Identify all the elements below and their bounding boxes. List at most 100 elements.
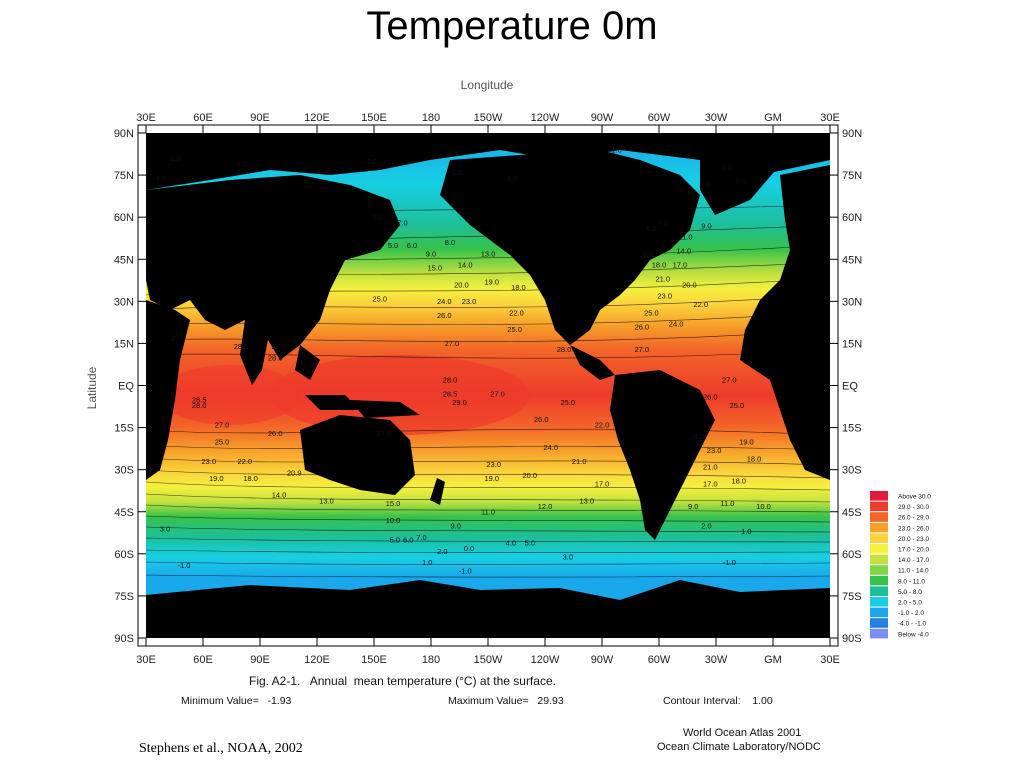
lat-tick-label-right: EQ (842, 381, 858, 393)
lat-tick-label-right: 90N (842, 128, 862, 140)
lat-tick-label-right: 75N (842, 170, 862, 182)
contour-label: 21.0 (703, 463, 718, 472)
legend-swatch (870, 512, 888, 522)
contour-label: 23.0 (462, 297, 477, 306)
contour-label: 13.0 (319, 496, 334, 505)
contour-label: 6.0 (407, 241, 417, 250)
contour-label: 20.0 (454, 280, 469, 289)
contour-label: 26.0 (268, 429, 283, 438)
contour-label: 26.0 (703, 393, 718, 402)
contour-label: 28.5 (192, 395, 207, 404)
contour-label: 14.0 (272, 491, 287, 500)
contour-label: 17.0 (703, 480, 718, 489)
lon-tick-label-bottom: 180 (422, 654, 440, 666)
contour-label: 0.0 (735, 177, 745, 186)
lon-tick-label-top: 60E (193, 112, 213, 124)
contour-label: 5.0 (373, 213, 383, 222)
contour-label: -1.0 (504, 174, 517, 183)
contour-label: -3.0 (153, 174, 166, 183)
contour-label: 19.0 (209, 474, 224, 483)
minimum-value: Minimum Value= -1.93 (181, 695, 292, 707)
contour-label: 23.0 (657, 292, 672, 301)
contour-label: 11.0 (481, 508, 495, 517)
land-masses (146, 133, 830, 638)
legend-label: 11.0 - 14.0 (898, 568, 929, 575)
contour-label: 22.0 (693, 300, 708, 309)
lon-tick-label-top: 30E (820, 112, 840, 124)
contour-label: -1.0 (658, 143, 671, 152)
contour-label: 28.0 (557, 345, 572, 354)
contour-label: -1.0 (178, 561, 191, 570)
contour-label: 3.0 (563, 552, 573, 561)
longitude-axis-title: Longitude (461, 78, 514, 92)
contour-label: 18.0 (511, 283, 526, 292)
contour-label: 28.0 (192, 401, 207, 410)
contour-label: -1.0 (459, 566, 472, 575)
contour-label: 0.0 (464, 544, 474, 553)
lon-tick-label-top: 120W (531, 112, 560, 124)
lat-tick-label-right: 15S (842, 423, 862, 435)
contour-label: 22.0 (237, 457, 252, 466)
contour-label: 4.0 (506, 538, 516, 547)
contour-label: 6.0 (403, 536, 413, 545)
contour-label: 2.0 (699, 179, 709, 188)
lat-tick-label-right: 90S (842, 633, 862, 645)
legend-label: 23.0 - 26.0 (898, 525, 929, 532)
citation: Stephens et al., NOAA, 2002 (139, 741, 303, 756)
contour-label: 28.5 (234, 342, 249, 351)
lat-tick-label-left: 75S (114, 591, 134, 603)
contour-labels: -1.0 -1.0 -3.0 -1.0 -1.0 -1.0 -1.0 -1.0 0.0 2.0 0.… (153, 143, 771, 576)
contour-label: 28.0 (272, 342, 287, 351)
lon-tick-label-top: 30E (136, 112, 156, 124)
lon-tick-label-bottom: 90E (250, 654, 270, 666)
contour-label: 20.0 (522, 471, 537, 480)
contour-label: -1.0 (449, 168, 462, 177)
lat-tick-label-right: 45N (842, 254, 862, 266)
contour-label: 11.0 (720, 499, 734, 508)
lat-tick-label-left: 15S (114, 423, 134, 435)
legend-label: 2.0 - 5.0 (898, 600, 922, 607)
lon-tick-label-top: 90W (591, 112, 614, 124)
lon-tick-label-bottom: 60E (193, 654, 213, 666)
lat-tick-label-left: 30N (114, 296, 134, 308)
contour-label: 18.0 (243, 474, 258, 483)
lat-tick-label-right: 60S (842, 549, 862, 561)
contour-label: 9.0 (426, 249, 436, 258)
latitude-ticks-right: 90N 75N 60N 45N 30N 15N EQ 15S 30S 45S 60S 75S 90S (830, 128, 862, 645)
lon-tick-label-bottom: 120E (304, 654, 330, 666)
contour-label: 3.0 (160, 524, 170, 533)
contour-label: 25.0 (730, 401, 745, 410)
contour-label: 27.0 (215, 421, 230, 430)
figure-caption: Fig. A2-1. Annual mean temperature (°C) … (249, 674, 556, 688)
lat-tick-label-right: 30N (842, 296, 862, 308)
contour-label: 25.0 (215, 437, 230, 446)
legend-swatch (870, 586, 888, 596)
contour-label: 5.0 (390, 536, 400, 545)
contour-label: 9.0 (701, 221, 711, 230)
contour-label: 21.0 (572, 457, 587, 466)
legend-label: -1.0 - 2.0 (898, 610, 924, 617)
legend-swatch (870, 565, 888, 575)
contour-label: 14.0 (458, 261, 473, 270)
contour-label: -1.0 (235, 160, 248, 169)
contour-label: 13.0 (481, 249, 496, 258)
lat-tick-label-left: 75N (114, 170, 134, 182)
latitude-axis-title: Latitude (85, 366, 99, 409)
lat-tick-label-left: 30S (114, 465, 134, 477)
legend-label: Above 30.0 (898, 494, 931, 501)
contour-label: 11.0 (679, 233, 693, 242)
lon-tick-label-bottom: 90W (591, 654, 614, 666)
contour-label: 10.0 (756, 502, 771, 511)
contour-label: 17.0 (673, 261, 688, 270)
contour-label: 7.0 (658, 219, 668, 228)
contour-label: 27.0 (376, 429, 391, 438)
contour-label: 19.0 (484, 474, 499, 483)
legend-swatch (870, 618, 888, 628)
contour-label: 26.0 (437, 311, 452, 320)
lat-tick-label-right: 60N (842, 212, 862, 224)
lon-tick-label-top: 150W (474, 112, 503, 124)
lon-tick-label-bottom: GM (764, 654, 782, 666)
lon-tick-label-top: 30W (705, 112, 728, 124)
lat-tick-label-right: 30S (842, 465, 862, 477)
